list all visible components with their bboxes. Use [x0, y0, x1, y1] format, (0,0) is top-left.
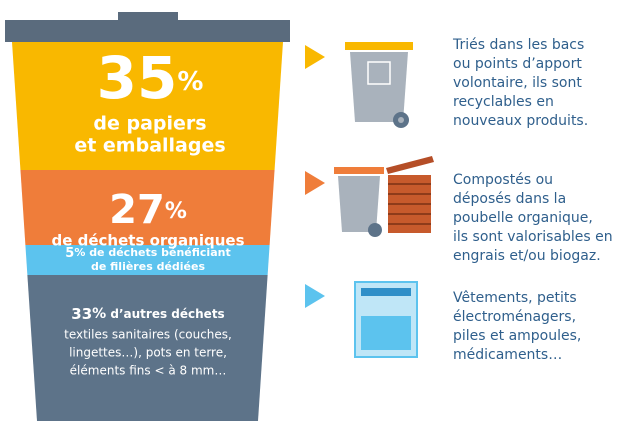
- page: 35% de papiers et emballages 27% de déch…: [0, 0, 629, 421]
- recycling-bin-icon: [345, 42, 413, 128]
- arrow: [305, 284, 325, 308]
- destination-text: médicaments…: [453, 347, 562, 363]
- collection-box-icon: [355, 282, 417, 357]
- unit: %: [92, 306, 106, 322]
- unit: %: [74, 246, 85, 259]
- compost-icon: [334, 156, 434, 237]
- destination-text: Triés dans les bacs: [452, 37, 584, 53]
- destination-text: nouveaux produits.: [453, 113, 588, 129]
- unit: %: [177, 67, 203, 97]
- destination-text: poubelle organique,: [453, 210, 593, 226]
- destination-text: Vêtements, petits: [453, 290, 577, 306]
- segment-detail: éléments fins < à 8 mm…: [70, 364, 227, 378]
- arrow: [305, 171, 325, 195]
- segment-detail: lingettes…), pots en terre,: [69, 346, 227, 360]
- segment-detail: textiles sanitaires (couches,: [64, 328, 232, 342]
- arrow: [305, 45, 325, 69]
- segment-label: d’autres déchets: [110, 307, 224, 321]
- percent: 35: [97, 44, 178, 112]
- segment-label: de déchets bénéficiant: [89, 246, 231, 259]
- destination-text: Compostés ou: [453, 172, 553, 188]
- destination-text: piles et ampoules,: [453, 328, 581, 344]
- destination-text: ils sont valorisables en: [453, 229, 613, 245]
- percent: 5: [65, 246, 74, 261]
- destination-text: ou points d’apport: [453, 56, 582, 72]
- infographic: 35% de papiers et emballages 27% de déch…: [0, 0, 629, 421]
- destination-text: recyclables en: [453, 94, 554, 110]
- destination-text: déposés dans la: [453, 191, 566, 207]
- unit: %: [165, 199, 187, 224]
- destination-text: volontaire, ils sont: [453, 75, 582, 91]
- segment-heading: 33% d’autres déchets: [71, 305, 224, 323]
- percent: 33: [71, 305, 92, 323]
- destination-text: électroménagers,: [453, 309, 576, 325]
- segment-heading: 5% de déchets bénéficiant: [65, 246, 230, 261]
- bin-lid: [5, 20, 290, 42]
- percent: 27: [109, 187, 165, 233]
- segment-label: de papiers: [93, 113, 206, 135]
- segment-label: de filières dédiées: [91, 260, 205, 273]
- destination-text: engrais et/ou biogaz.: [453, 248, 601, 264]
- bin-handle: [118, 12, 178, 22]
- segment-label: et emballages: [74, 135, 225, 157]
